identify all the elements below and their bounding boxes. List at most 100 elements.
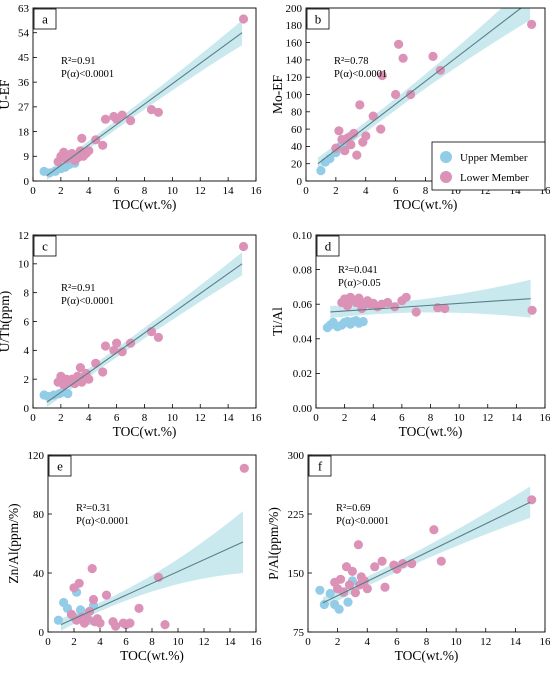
y-tick-label: 12 bbox=[18, 230, 29, 242]
x-tick-label: 4 bbox=[97, 636, 103, 648]
data-point-lower bbox=[376, 124, 386, 134]
y-tick-label: 8 bbox=[24, 287, 30, 299]
x-tick-label: 6 bbox=[123, 636, 129, 648]
y-tick-label: 120 bbox=[28, 450, 45, 462]
y-axis-label: U-EF bbox=[0, 79, 12, 109]
x-tick-label: 12 bbox=[480, 636, 491, 648]
data-point-lower bbox=[398, 53, 408, 63]
y-tick-label: 100 bbox=[286, 89, 303, 101]
data-point-upper bbox=[319, 599, 329, 610]
stat-text: P(α)<0.0001 bbox=[61, 69, 114, 80]
data-point-lower bbox=[339, 587, 349, 597]
y-tick-label: 27 bbox=[18, 102, 30, 114]
data-point-lower bbox=[407, 559, 417, 569]
x-tick-label: 14 bbox=[225, 636, 237, 648]
x-tick-label: 16 bbox=[540, 185, 550, 197]
y-tick-label: 150 bbox=[288, 568, 305, 580]
x-tick-label: 10 bbox=[167, 412, 179, 424]
data-point-lower bbox=[428, 51, 438, 62]
y-tick-label: 40 bbox=[291, 141, 303, 153]
data-point-lower bbox=[406, 89, 416, 100]
data-point-lower bbox=[361, 131, 371, 141]
data-point-lower bbox=[377, 70, 387, 81]
panel-label: f bbox=[318, 459, 323, 474]
data-point-lower bbox=[377, 556, 387, 566]
y-tick-label: 0.08 bbox=[293, 264, 313, 276]
data-point-upper bbox=[343, 597, 353, 607]
y-tick-label: 0.02 bbox=[293, 368, 312, 380]
x-tick-label: 4 bbox=[365, 636, 371, 648]
panel-label: d bbox=[325, 239, 332, 254]
x-tick-label: 8 bbox=[142, 412, 148, 424]
data-point-lower bbox=[239, 463, 249, 473]
y-axis-label: Mo-EF bbox=[270, 75, 285, 114]
y-tick-label: 63 bbox=[18, 3, 30, 15]
regression-line bbox=[46, 263, 243, 403]
panel-label: e bbox=[57, 459, 63, 474]
y-tick-label: 80 bbox=[291, 107, 303, 119]
stat-text: R²=0.69 bbox=[336, 503, 370, 514]
data-point-lower bbox=[340, 146, 350, 156]
data-point-lower bbox=[84, 146, 94, 156]
data-point-lower bbox=[153, 107, 163, 117]
data-point-lower bbox=[134, 603, 144, 614]
data-point-lower bbox=[380, 582, 390, 592]
stat-text: P(α)<0.0001 bbox=[61, 296, 114, 307]
x-tick-label: 16 bbox=[251, 636, 263, 648]
confidence-band bbox=[46, 252, 243, 407]
data-point-lower bbox=[350, 588, 360, 598]
y-axis-label: Zn/Al(ppm/%) bbox=[6, 503, 21, 583]
panel-f: 0 2 4 6 8 10 12 14 16 75 150 225 300 TOC(wt.%) P/Al(pp… bbox=[266, 450, 550, 663]
x-axis-label: TOC(wt.%) bbox=[120, 648, 184, 663]
panel-label-box bbox=[316, 235, 340, 257]
y-tick-label: 9 bbox=[24, 151, 30, 163]
x-tick-label: 10 bbox=[454, 412, 466, 424]
x-tick-label: 10 bbox=[173, 636, 185, 648]
data-point-lower bbox=[238, 241, 249, 252]
y-tick-label: 4 bbox=[24, 345, 30, 357]
y-tick-label: 80 bbox=[33, 509, 45, 521]
y-tick-label: 2 bbox=[24, 374, 30, 386]
y-tick-label: 0.04 bbox=[293, 334, 313, 346]
x-tick-label: 2 bbox=[58, 412, 64, 424]
y-tick-label: 40 bbox=[33, 568, 45, 580]
x-tick-label: 16 bbox=[540, 412, 550, 424]
panel-a: 0 2 4 6 8 10 12 14 16 0 9 18 27 36 45 54 63 TOC(wt.%) U-EF… bbox=[0, 3, 262, 212]
x-tick-label: 14 bbox=[223, 412, 235, 424]
y-tick-label: 0 bbox=[24, 176, 30, 188]
x-tick-label: 2 bbox=[342, 412, 348, 424]
panel-label: c bbox=[42, 239, 48, 254]
x-tick-label: 12 bbox=[199, 636, 210, 648]
x-tick-label: 16 bbox=[540, 636, 550, 648]
data-point-lower bbox=[100, 114, 111, 124]
x-tick-label: 16 bbox=[251, 185, 263, 197]
y-tick-label: 120 bbox=[286, 72, 303, 84]
x-tick-label: 10 bbox=[167, 185, 179, 197]
data-point-lower bbox=[383, 297, 393, 308]
x-tick-label: 14 bbox=[510, 185, 522, 197]
data-point-lower bbox=[401, 292, 411, 302]
data-point-lower bbox=[368, 111, 378, 121]
panel-e: 0 2 4 6 8 10 12 14 16 0 40 80 120 TOC(wt.%) Zn/Al(ppm/… bbox=[6, 450, 262, 663]
data-point-lower bbox=[82, 614, 92, 624]
data-point-lower bbox=[334, 126, 344, 136]
regression-line bbox=[317, 8, 522, 165]
x-tick-label: 16 bbox=[251, 412, 263, 424]
y-tick-label: 0.00 bbox=[293, 403, 313, 415]
data-point-lower bbox=[353, 540, 363, 550]
y-tick-label: 0 bbox=[24, 403, 30, 415]
data-point-lower bbox=[331, 143, 341, 153]
data-point-lower bbox=[346, 140, 356, 150]
panel-label: a bbox=[42, 12, 48, 27]
y-tick-label: 60 bbox=[291, 124, 303, 136]
x-tick-label: 8 bbox=[149, 636, 155, 648]
data-point-upper bbox=[325, 588, 335, 599]
panel-label: b bbox=[315, 12, 322, 27]
data-point-lower bbox=[440, 303, 450, 314]
y-tick-label: 140 bbox=[286, 55, 303, 67]
data-point-upper bbox=[358, 316, 368, 327]
data-point-upper bbox=[316, 166, 326, 176]
y-axis-label: Ti/Al bbox=[270, 307, 285, 336]
